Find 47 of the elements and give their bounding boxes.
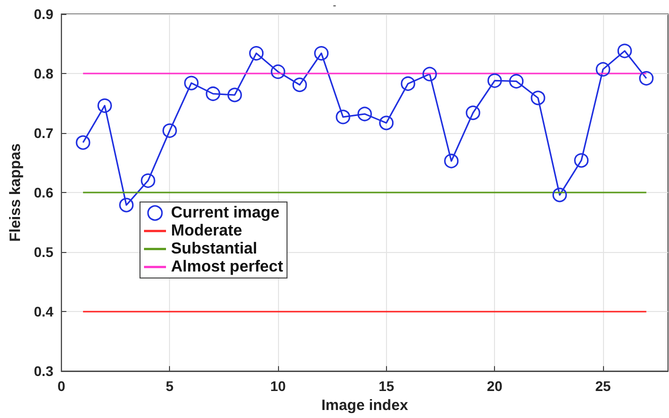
- point: [162, 123, 177, 138]
- point: [617, 44, 632, 58]
- point: [97, 98, 112, 113]
- point: [487, 73, 502, 88]
- point: [119, 198, 134, 212]
- point: [270, 64, 286, 79]
- point: [466, 106, 480, 120]
- point: [444, 154, 459, 168]
- x-tick-label: 25: [595, 378, 611, 394]
- y-tick-label: 0.4: [34, 304, 54, 320]
- point: [379, 116, 394, 130]
- point: [184, 76, 199, 90]
- point: [574, 153, 589, 168]
- point: [422, 66, 437, 82]
- point: [292, 78, 307, 92]
- point: [336, 110, 350, 124]
- chart-title: -: [332, 0, 336, 12]
- x-tick-label: 20: [486, 378, 503, 394]
- legend-label: Substantial: [171, 240, 258, 258]
- point: [140, 173, 156, 188]
- y-tick-label: 0.9: [34, 6, 54, 22]
- legend-label: Current image: [171, 204, 280, 222]
- point: [509, 74, 524, 88]
- y-tick-label: 0.6: [34, 184, 54, 201]
- point: [249, 46, 264, 61]
- x-tick-label: 0: [57, 378, 66, 394]
- point: [206, 86, 220, 101]
- point: [227, 88, 242, 102]
- point: [357, 106, 372, 122]
- point: [530, 90, 546, 106]
- y-axis-title: Fleiss kappas: [7, 143, 24, 242]
- point: [76, 135, 90, 150]
- legend-label: Almost perfect: [171, 258, 284, 276]
- y-tick-label: 0.7: [34, 125, 54, 142]
- x-tick-label: 10: [270, 378, 286, 394]
- y-tick-label: 0.3: [34, 363, 54, 380]
- point: [552, 188, 567, 202]
- y-tick-label: 0.8: [34, 66, 54, 82]
- point: [596, 62, 610, 77]
- point: [400, 76, 416, 91]
- x-axis-title: Image index: [321, 397, 409, 414]
- x-tick-label: 15: [378, 378, 394, 394]
- point: [639, 71, 654, 86]
- x-tick-label: 5: [166, 378, 174, 394]
- point: [314, 46, 329, 61]
- y-tick-label: 0.5: [34, 244, 54, 260]
- legend-label: Moderate: [171, 222, 242, 240]
